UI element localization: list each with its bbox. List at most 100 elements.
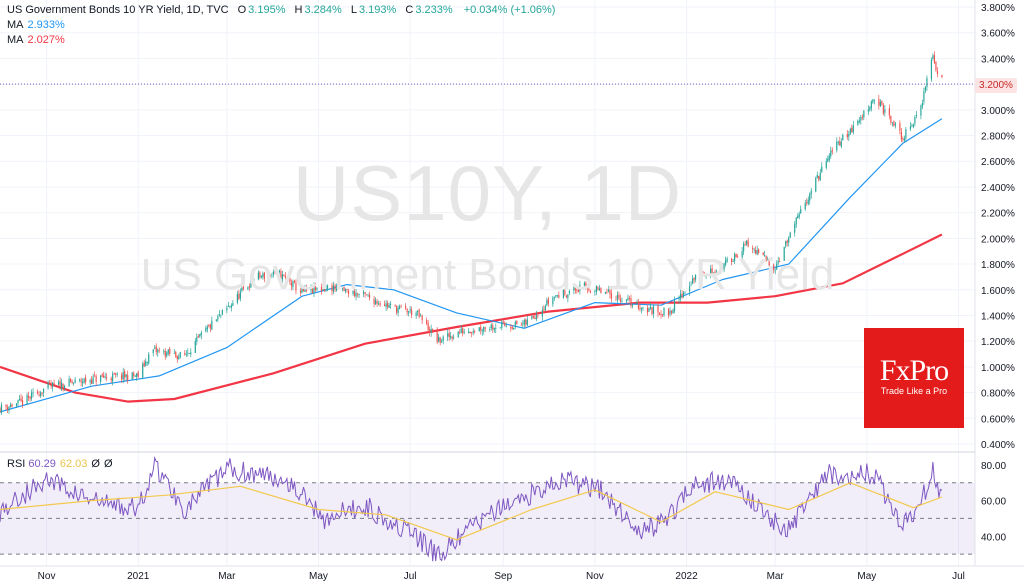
candle-body bbox=[200, 332, 202, 336]
ma-slow-line bbox=[0, 233, 943, 403]
candle-body bbox=[492, 325, 494, 330]
candle-body bbox=[837, 142, 839, 143]
grid-lines bbox=[0, 0, 975, 566]
candle-body bbox=[472, 331, 474, 333]
candle-body bbox=[169, 348, 171, 354]
fxpro-logo: FxPro Trade Like a Pro bbox=[864, 328, 964, 428]
candle-body bbox=[936, 71, 939, 74]
candle-body bbox=[532, 316, 534, 318]
rsi-legend[interactable]: RSI 60.29 62.03 Ø Ø bbox=[7, 458, 113, 470]
candle-body bbox=[857, 120, 859, 125]
candle-body bbox=[397, 308, 399, 314]
candle-body bbox=[639, 308, 641, 310]
candle-body bbox=[573, 287, 575, 291]
candle-body bbox=[825, 161, 827, 168]
candle-body bbox=[786, 240, 788, 243]
candle-body bbox=[869, 107, 871, 111]
y-tick-label: 0.800% bbox=[981, 389, 1015, 400]
candle-body bbox=[314, 285, 317, 291]
candle-body bbox=[694, 274, 697, 280]
candle-body bbox=[247, 287, 249, 290]
x-tick-label: Mar bbox=[767, 571, 785, 582]
candle-body bbox=[688, 286, 691, 292]
candle-body bbox=[241, 288, 243, 291]
candle-body bbox=[615, 299, 617, 301]
candle-body bbox=[125, 374, 127, 377]
candle-body bbox=[565, 295, 567, 297]
candle-body bbox=[92, 376, 94, 384]
candle-body bbox=[714, 271, 716, 274]
candle-body bbox=[47, 382, 49, 389]
candle-body bbox=[891, 122, 893, 124]
candle-body bbox=[471, 332, 473, 334]
candle-body bbox=[406, 309, 408, 313]
candle-body bbox=[217, 316, 219, 320]
candle-body bbox=[408, 311, 410, 313]
candle-body bbox=[909, 126, 912, 130]
candle-body bbox=[400, 305, 402, 307]
candle-body bbox=[197, 336, 199, 337]
candle-body bbox=[776, 263, 778, 270]
candle-body bbox=[516, 320, 518, 325]
candle-body bbox=[15, 403, 18, 407]
candle-body bbox=[158, 349, 160, 351]
candle-body bbox=[430, 328, 432, 333]
candle-body bbox=[619, 298, 622, 302]
candle-body bbox=[583, 282, 585, 286]
candle-body bbox=[63, 386, 66, 389]
candle-body bbox=[652, 306, 655, 314]
candle-body bbox=[914, 117, 916, 124]
candle-body bbox=[568, 291, 570, 294]
candle-body bbox=[124, 371, 126, 378]
candle-body bbox=[365, 294, 368, 296]
candle-body bbox=[85, 377, 87, 383]
x-tick-label: 2021 bbox=[127, 571, 150, 582]
candle-body bbox=[606, 292, 608, 293]
candle-body bbox=[628, 298, 631, 299]
candle-body bbox=[510, 327, 512, 329]
candle-body bbox=[453, 337, 455, 339]
candle-body bbox=[104, 376, 106, 378]
candle-body bbox=[9, 404, 12, 407]
candle-body bbox=[681, 293, 683, 297]
candle-body bbox=[175, 351, 177, 357]
candle-body bbox=[878, 98, 880, 106]
candle-body bbox=[630, 298, 632, 306]
candle-body bbox=[597, 287, 599, 290]
candle-body bbox=[795, 217, 797, 225]
candle-body bbox=[700, 274, 703, 280]
candle-body bbox=[362, 291, 365, 294]
candle-body bbox=[631, 304, 634, 306]
legend-row-ma-fast[interactable]: MA 2.933% bbox=[7, 18, 561, 33]
candle-body bbox=[131, 372, 133, 380]
candle-body bbox=[30, 392, 33, 399]
candle-body bbox=[731, 258, 733, 263]
candle-body bbox=[36, 391, 39, 394]
candle-body bbox=[429, 329, 431, 333]
candle-body bbox=[673, 300, 676, 312]
candle-body bbox=[292, 281, 294, 288]
candle-body bbox=[604, 291, 607, 294]
candle-body bbox=[420, 315, 422, 317]
candle-body bbox=[905, 129, 907, 139]
candle-body bbox=[377, 303, 380, 305]
candle-body bbox=[513, 327, 515, 330]
candle-body bbox=[188, 353, 190, 354]
candle-body bbox=[809, 193, 811, 201]
candle-body bbox=[882, 105, 884, 114]
legend-row-ma-slow[interactable]: MA 2.027% bbox=[7, 33, 561, 48]
candle-body bbox=[51, 382, 54, 388]
candle-body bbox=[26, 394, 28, 405]
candle-body bbox=[788, 237, 790, 243]
candle-body bbox=[442, 336, 444, 342]
candle-body bbox=[495, 328, 497, 329]
candle-body bbox=[480, 326, 482, 331]
y-tick-label: 2.400% bbox=[981, 183, 1015, 194]
candle-body bbox=[819, 172, 821, 181]
candle-body bbox=[490, 324, 492, 329]
candle-body bbox=[59, 381, 61, 389]
candle-body bbox=[576, 289, 578, 291]
candle-body bbox=[637, 301, 640, 309]
candle-body bbox=[376, 301, 378, 304]
candle-body bbox=[229, 306, 231, 308]
